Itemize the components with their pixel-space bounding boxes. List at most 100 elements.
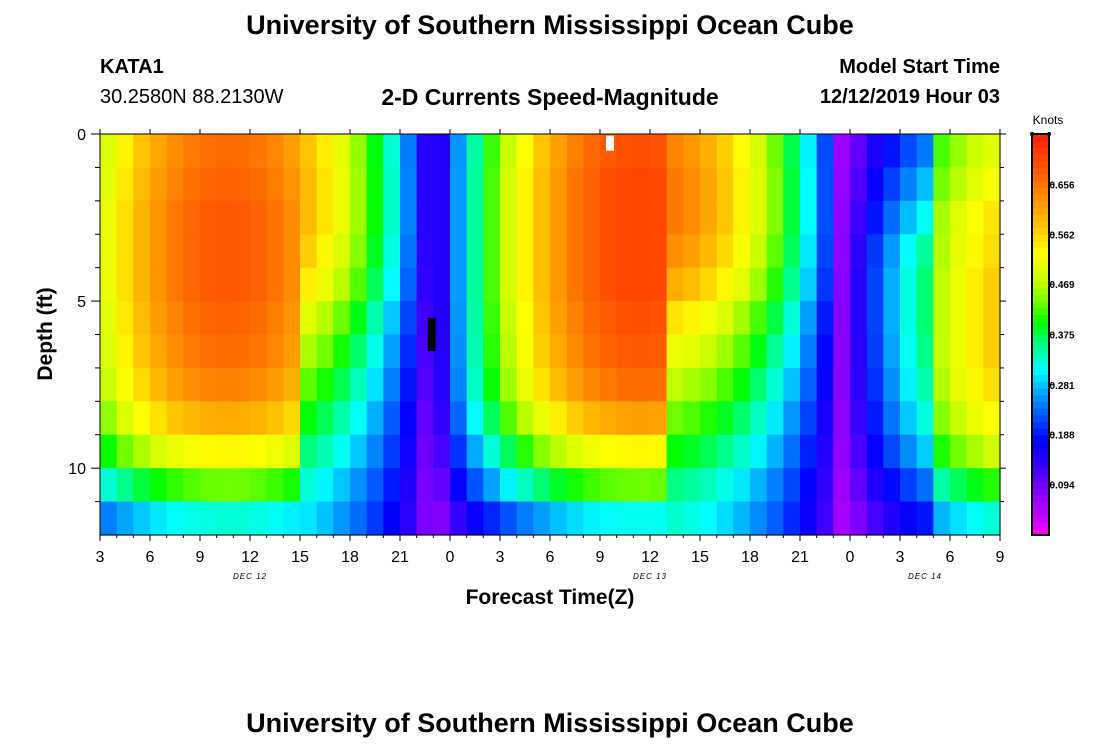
colorbar-segment: [1032, 147, 1049, 155]
heatmap-cell: [650, 167, 668, 202]
x-tick-label: 3: [96, 549, 105, 566]
date-label: DEC 12: [233, 572, 267, 581]
heatmap-cell: [933, 334, 951, 369]
heatmap-cell: [950, 200, 968, 235]
heatmap-cell: [633, 434, 651, 469]
heatmap-cell: [100, 167, 118, 202]
heatmap-cell: [900, 301, 918, 336]
heatmap-cell: [583, 267, 601, 302]
heatmap-cell: [983, 434, 1001, 469]
heatmap-cell: [916, 334, 934, 369]
heatmap-cell: [200, 501, 218, 536]
heatmap-cell: [683, 234, 701, 269]
colorbar-segment: [1032, 274, 1049, 282]
heatmap-cell: [650, 501, 668, 536]
heatmap-cell: [633, 501, 651, 536]
heatmap-cell: [900, 367, 918, 402]
x-tick-label: 6: [546, 549, 555, 566]
colorbar: 0.656 0.562 0.469 0.375 0.281 0.188 0.094: [1030, 132, 1075, 536]
y-tick-label: 0: [77, 127, 86, 144]
heatmap-cell: [616, 234, 634, 269]
heatmap-cell: [266, 367, 284, 402]
heatmap-cell: [100, 501, 118, 536]
heatmap-cell: [283, 334, 301, 369]
heatmap-cell: [716, 267, 734, 302]
heatmap-cell: [616, 367, 634, 402]
heatmap-cell: [233, 367, 251, 402]
heatmap-cell: [733, 134, 751, 169]
heatmap-cell: [183, 267, 201, 302]
heatmap-cell: [916, 501, 934, 536]
heatmap-cell: [300, 134, 318, 169]
heatmap-cell: [533, 367, 551, 402]
heatmap-cell: [350, 200, 368, 235]
heatmap-cell: [683, 267, 701, 302]
heatmap-cell: [350, 301, 368, 336]
heatmap-cell: [333, 267, 351, 302]
heatmap-cell: [166, 434, 184, 469]
heatmap-cell: [750, 434, 768, 469]
heatmap-cell: [133, 200, 151, 235]
heatmap-cell: [783, 367, 801, 402]
y-axis-label: Depth (ft): [34, 287, 57, 380]
heatmap-cell: [133, 234, 151, 269]
heatmap-cell: [283, 167, 301, 202]
colorbar-segment: [1032, 207, 1049, 215]
heatmap-cell: [666, 468, 684, 503]
heatmap-cell: [816, 267, 834, 302]
heatmap-cell: [333, 334, 351, 369]
heatmap-cell: [716, 434, 734, 469]
station-id: KATA1: [100, 56, 164, 78]
page-title-bottom: University of Southern Mississippi Ocean…: [246, 708, 854, 738]
heatmap-cell: [950, 468, 968, 503]
heatmap-cell: [833, 501, 851, 536]
heatmap-cell: [383, 334, 401, 369]
heatmap-cell: [183, 134, 201, 169]
heatmap-cell: [333, 200, 351, 235]
heatmap-cell: [766, 200, 784, 235]
heatmap-cell: [833, 334, 851, 369]
heatmap-cell: [716, 501, 734, 536]
heatmap-cell: [350, 267, 368, 302]
heatmap-cell: [833, 134, 851, 169]
heatmap-cell: [783, 434, 801, 469]
colorbar-tick-label: 0.188: [1049, 430, 1074, 441]
heatmap-cell: [683, 334, 701, 369]
heatmap-cell: [383, 167, 401, 202]
heatmap-cell: [933, 367, 951, 402]
heatmap-cell: [650, 367, 668, 402]
colorbar-segment: [1032, 528, 1049, 536]
colorbar-segment: [1032, 434, 1049, 443]
heatmap-cell: [633, 367, 651, 402]
heatmap-cell: [766, 401, 784, 436]
colorbar-tick-label: 0.094: [1049, 481, 1074, 492]
heatmap-cell: [916, 468, 934, 503]
heatmap-cell: [316, 334, 334, 369]
colorbar-segment: [1032, 281, 1049, 289]
heatmap-cell: [183, 234, 201, 269]
heatmap-cell: [933, 301, 951, 336]
heatmap-cell: [983, 167, 1001, 202]
heatmap-cell: [233, 434, 251, 469]
heatmap-cell: [266, 468, 284, 503]
heatmap-cell: [416, 434, 434, 469]
colorbar-segment: [1032, 260, 1049, 269]
heatmap-cell: [416, 200, 434, 235]
heatmap-cell: [533, 267, 551, 302]
y-axis: 0 5 10: [68, 127, 1006, 503]
heatmap-cell: [950, 501, 968, 536]
heatmap-cell: [383, 234, 401, 269]
heatmap-cell: [583, 434, 601, 469]
heatmap-cell: [633, 468, 651, 503]
heatmap-cell: [183, 367, 201, 402]
colorbar-segment: [1032, 421, 1049, 429]
heatmap-cell: [383, 267, 401, 302]
heatmap-cell: [300, 334, 318, 369]
heatmap-cell: [500, 267, 518, 302]
heatmap-cell: [516, 401, 534, 436]
heatmap-cell: [383, 200, 401, 235]
heatmap-cell: [166, 301, 184, 336]
chart-markers: [427, 135, 614, 352]
heatmap-cell: [250, 501, 268, 536]
heatmap-cell: [266, 301, 284, 336]
